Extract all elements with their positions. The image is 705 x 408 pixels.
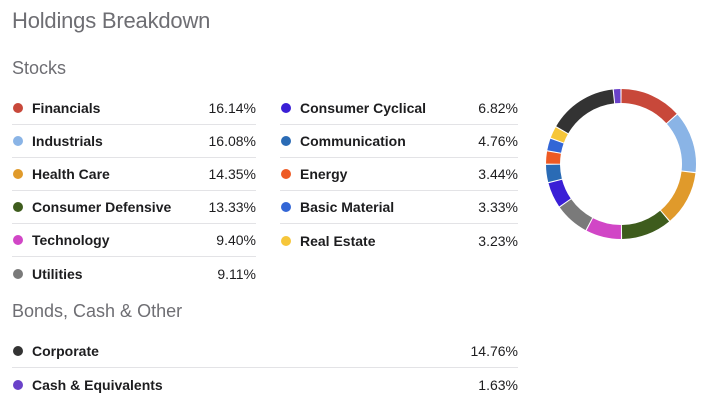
sector-percent: 3.44%	[478, 166, 518, 182]
holding-name: Corporate	[32, 343, 99, 359]
list-item: Financials 16.14%	[12, 92, 256, 125]
sector-name: Real Estate	[300, 232, 376, 249]
donut-segment-energy	[546, 151, 561, 164]
legend-dot	[281, 202, 291, 212]
sector-name: Consumer Cyclical	[300, 100, 427, 116]
sector-percent: 16.08%	[208, 133, 256, 149]
bonds-list: Corporate 14.76% Cash & Equivalents 1.63…	[12, 335, 518, 401]
legend-dot	[13, 235, 23, 245]
legend-dot	[281, 169, 291, 179]
donut-segment-utilities	[559, 199, 593, 231]
sector-name: Energy	[300, 166, 348, 182]
donut-segment-corporate	[556, 89, 615, 134]
stocks-left-list: Financials 16.14% Industrials 16.08% Hea…	[12, 92, 256, 290]
sector-percent: 16.14%	[208, 100, 256, 116]
list-item: Technology 9.40%	[12, 224, 256, 257]
holding-name: Cash & Equivalents	[32, 376, 163, 393]
donut-segment-technology	[586, 218, 621, 239]
sector-percent: 4.76%	[478, 133, 518, 149]
list-item: Cash & Equivalents 1.63%	[12, 368, 518, 401]
donut-segment-cash-equivalents	[613, 89, 621, 104]
legend-dot	[13, 136, 23, 146]
sector-name: Technology	[32, 232, 110, 248]
sector-name: Financials	[32, 100, 101, 116]
page-title: Holdings Breakdown	[12, 8, 211, 33]
donut-segment-communication	[546, 164, 562, 183]
list-item: Utilities 9.11%	[12, 257, 256, 290]
sector-percent: 6.82%	[478, 100, 518, 116]
sector-percent: 3.23%	[478, 232, 518, 249]
sector-name: Utilities	[32, 265, 83, 282]
legend-dot	[281, 103, 291, 113]
legend-dot	[281, 235, 291, 246]
legend-dot	[13, 169, 23, 179]
sector-name: Industrials	[32, 133, 103, 149]
donut-segment-consumer-cyclical	[548, 179, 571, 207]
donut-segment-financials	[621, 89, 677, 124]
legend-dot	[281, 136, 291, 146]
sector-percent: 3.33%	[478, 199, 518, 215]
list-item: Consumer Cyclical 6.82%	[280, 92, 518, 125]
holding-percent: 14.76%	[470, 343, 518, 359]
legend-dot	[13, 379, 23, 390]
donut-segment-industrials	[666, 114, 696, 173]
donut-segment-health-care	[660, 171, 696, 221]
list-item: Real Estate 3.23%	[280, 224, 518, 257]
holdings-donut-chart	[546, 89, 696, 239]
list-item: Health Care 14.35%	[12, 158, 256, 191]
list-item: Industrials 16.08%	[12, 125, 256, 158]
sector-name: Communication	[300, 133, 406, 149]
donut-segment-real-estate	[550, 127, 568, 143]
legend-dot	[13, 268, 23, 279]
donut-segment-consumer-defensive	[621, 210, 670, 239]
legend-dot	[13, 202, 23, 212]
legend-dot	[13, 346, 23, 356]
sector-percent: 13.33%	[208, 199, 256, 215]
legend-dot	[13, 103, 23, 113]
list-item: Corporate 14.76%	[12, 335, 518, 368]
sector-percent: 14.35%	[208, 166, 256, 182]
list-item: Consumer Defensive 13.33%	[12, 191, 256, 224]
stocks-heading: Stocks	[12, 58, 67, 78]
list-item: Communication 4.76%	[280, 125, 518, 158]
holding-percent: 1.63%	[478, 376, 518, 393]
sector-name: Health Care	[32, 166, 110, 182]
sector-name: Consumer Defensive	[32, 199, 172, 215]
sector-name: Basic Material	[300, 199, 395, 215]
stocks-right-list: Consumer Cyclical 6.82% Communication 4.…	[280, 92, 518, 257]
bonds-heading: Bonds, Cash & Other	[12, 301, 183, 321]
donut-segment-basic-material	[547, 138, 564, 153]
list-item: Energy 3.44%	[280, 158, 518, 191]
sector-percent: 9.40%	[216, 232, 256, 248]
list-item: Basic Material 3.33%	[280, 191, 518, 224]
sector-percent: 9.11%	[217, 265, 256, 282]
